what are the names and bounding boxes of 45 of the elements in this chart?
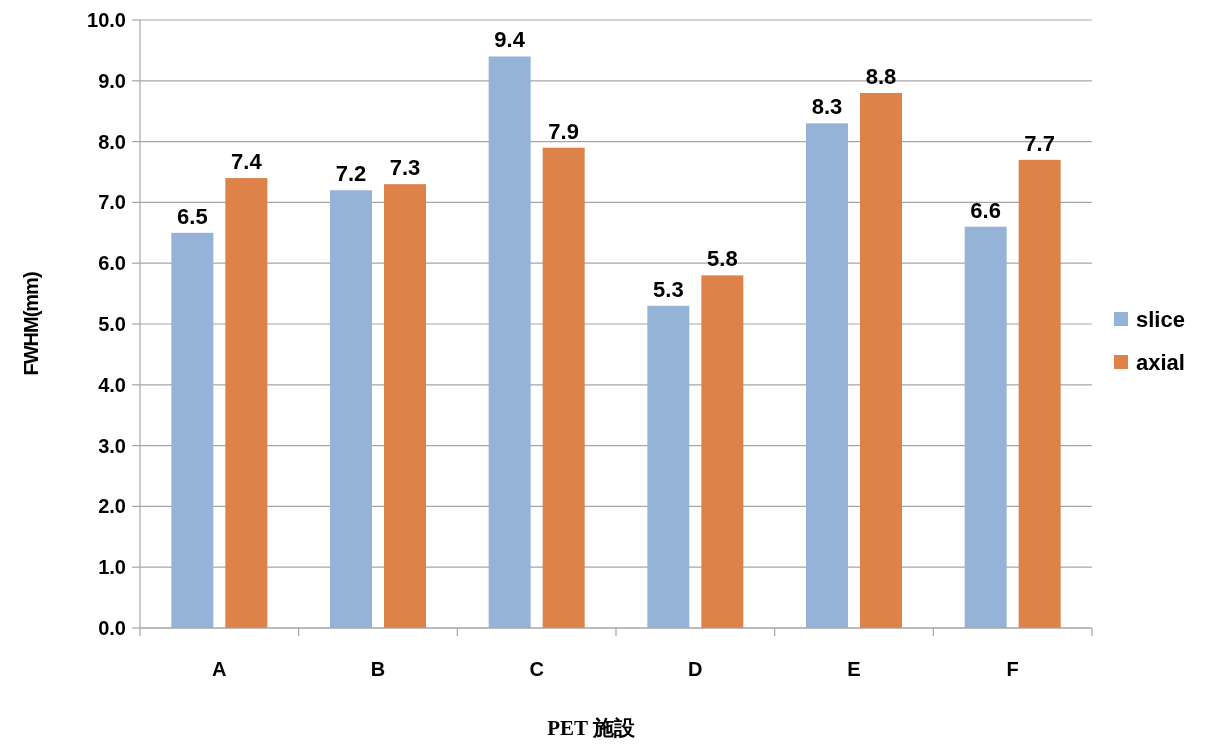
data-label: 8.8 — [865, 63, 897, 89]
y-tick-label: 10.0 — [87, 9, 126, 31]
x-tick-label: B — [370, 658, 386, 680]
data-label: 7.9 — [548, 118, 579, 144]
y-tick-label: 3.0 — [98, 434, 126, 457]
data-label: 5.3 — [653, 276, 684, 302]
data-label: 6.5 — [177, 203, 208, 229]
x-tick-label: F — [1006, 658, 1019, 680]
y-tick-label: 7.0 — [98, 191, 126, 214]
data-label: 7.7 — [1024, 130, 1055, 156]
y-tick-label: 8.0 — [98, 130, 126, 153]
bar — [860, 92, 902, 628]
legend-label: slice — [1136, 307, 1185, 332]
data-label: 5.8 — [707, 246, 738, 272]
y-tick-label: 4.0 — [98, 373, 126, 396]
x-tick-label: A — [212, 658, 227, 680]
bar — [701, 275, 744, 628]
bar — [225, 178, 268, 628]
x-tick-label: C — [529, 658, 544, 680]
data-label: 8.3 — [811, 94, 843, 120]
bar — [647, 305, 690, 628]
y-tick-label: 9.0 — [98, 69, 126, 92]
bar — [1018, 159, 1061, 628]
y-tick-label: 1.0 — [98, 556, 126, 579]
legend-label: axial — [1136, 350, 1185, 375]
data-label: 7.3 — [389, 155, 421, 181]
y-tick-label: 6.0 — [98, 252, 126, 275]
x-tick-label: E — [847, 658, 861, 680]
bar — [488, 56, 531, 628]
x-axis-title: PET 施設 — [547, 716, 636, 740]
y-tick-label: 5.0 — [98, 313, 126, 335]
data-label: 9.4 — [494, 27, 526, 53]
y-tick-label: 0.0 — [98, 617, 126, 639]
bar — [542, 147, 585, 628]
x-tick-label: D — [688, 658, 703, 680]
data-label: 7.4 — [231, 149, 263, 175]
bar — [384, 184, 426, 628]
bar — [171, 232, 214, 628]
y-tick-label: 2.0 — [98, 495, 126, 518]
data-label: 7.2 — [335, 161, 367, 187]
bar — [330, 190, 372, 628]
bar — [964, 226, 1007, 628]
y-axis-title: FWHM(mm) — [20, 272, 42, 376]
bar — [806, 123, 848, 628]
data-label: 6.6 — [970, 197, 1001, 223]
